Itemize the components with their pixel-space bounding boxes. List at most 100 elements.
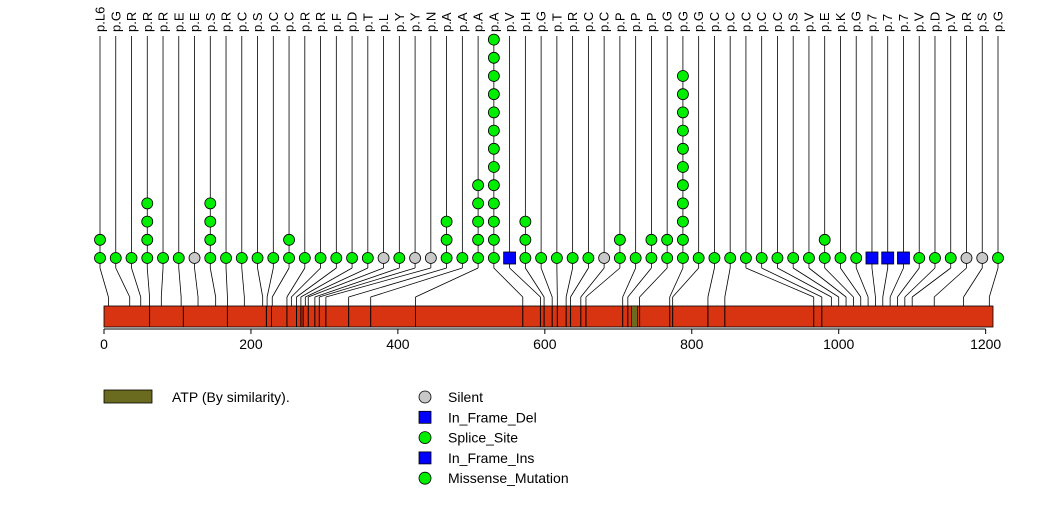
mutation-label: p.C [707, 12, 722, 32]
mutation-label: p.G [691, 11, 706, 32]
mutation-point-missense [298, 252, 311, 264]
mutation-label: p.T [360, 13, 375, 32]
mutation-point-missense [472, 197, 485, 210]
legend-domain-label: ATP (By similarity). [172, 389, 290, 405]
mutation-label: p.C [581, 12, 596, 32]
mutation-point-missense [94, 233, 106, 246]
mutation-connector [988, 267, 999, 298]
mutation-connector [622, 267, 637, 298]
mutation-point-missense [519, 215, 532, 228]
mutation-connector [291, 267, 321, 298]
mutation-connector [707, 267, 715, 298]
mutation-point-missense [519, 233, 532, 246]
mutation-label: p.R [140, 12, 155, 32]
mutation-label: p.P [612, 12, 627, 32]
mutation-point-missense [487, 197, 500, 210]
mutation-connector [639, 267, 668, 298]
mutation-point-missense [724, 252, 737, 264]
mutation-point-missense [740, 252, 752, 264]
mutation-connector [889, 267, 904, 298]
protein-track [103, 305, 994, 328]
mutation-point-missense [141, 233, 154, 246]
mutation-connector [792, 267, 839, 298]
mutation-point-missense [677, 124, 689, 137]
mutation-label: p.V [943, 12, 958, 32]
mutation-point-missense [314, 252, 327, 264]
mutation-point-silent [377, 252, 390, 264]
mutation-label: p.7 [896, 14, 911, 32]
x-tick-label: 200 [239, 336, 263, 352]
mutation-point-missense [141, 197, 154, 210]
mutation-connector [824, 267, 854, 298]
mutation-point-missense [440, 252, 453, 264]
mutation-point-missense [487, 252, 500, 264]
mutation-label: p.V [912, 12, 927, 32]
mutation-point-missense [204, 215, 217, 228]
mutation-point-missense [708, 252, 721, 264]
mutation-connector [348, 267, 447, 298]
mutation-point-missense [456, 252, 469, 264]
mutation-point-silent [409, 252, 421, 264]
mutation-point-missense [550, 252, 563, 264]
mutation-point-missense [677, 106, 689, 119]
mutation-point-missense [472, 233, 485, 246]
mutation-connector [493, 267, 524, 298]
mutation-connector [194, 267, 199, 298]
mutation-labels: p.L6 p.G p.R p.R p.R p.E p.E p.S p.R p.C p.S p.C p.C… [93, 7, 1006, 32]
mutation-connector [286, 267, 306, 298]
mutation-connector [370, 267, 463, 298]
legend-swatch-missense-mutation [418, 471, 432, 485]
mutation-connector [672, 267, 699, 298]
mutation-connector [724, 267, 731, 298]
mutation-connector [319, 267, 416, 298]
mutation-connector [271, 267, 290, 298]
mutation-label: p.C [266, 12, 281, 32]
mutation-connector [585, 267, 621, 298]
mutation-label: p.H [518, 12, 533, 32]
x-tick-label: 0 [100, 336, 108, 352]
mutation-connector [963, 267, 983, 298]
mutation-point-missense [677, 161, 689, 173]
mutation-connector [325, 267, 431, 298]
mutation-point-missense [283, 233, 295, 246]
legend-swatch-silent [418, 390, 432, 404]
mutation-point-missense [487, 161, 500, 173]
legend-label-missense-mutation: Missense_Mutation [448, 470, 569, 486]
mutation-point-missense [755, 252, 768, 264]
mutation-point-missense [346, 252, 358, 264]
mutation-point-missense [818, 252, 831, 264]
mutation-point-missense [109, 252, 122, 264]
mutation-label: p.C [234, 12, 249, 32]
mutation-connector [933, 267, 967, 298]
mutation-point-missense [692, 252, 705, 264]
mutation-label: p.7 [880, 14, 895, 32]
x-tick-label: 600 [533, 336, 557, 352]
mutation-point-missense [487, 215, 500, 228]
mutation-point-missense [677, 179, 689, 192]
mutation-connector [146, 267, 150, 298]
mutation-point-missense [487, 233, 500, 246]
mutation-point-missense [834, 252, 847, 264]
mutation-connector [225, 267, 228, 298]
mutation-label: p.E [817, 12, 832, 32]
mutation-point-missense [677, 70, 689, 82]
mutation-point-missense [235, 252, 248, 264]
mutation-label: p.R [156, 12, 171, 32]
legend: ATP (By similarity). Silent In_Frame_Del Sp… [103, 389, 569, 486]
mutation-point-missense [157, 252, 169, 264]
legend-domain-swatch [103, 389, 153, 404]
legend-label-in-frame-ins: In_Frame_Ins [448, 450, 534, 466]
mutation-label: p.G [534, 11, 549, 32]
mutation-point-missense [472, 252, 485, 264]
domain-atp [631, 305, 638, 328]
mutation-points [94, 33, 1004, 265]
mutation-point-inframe-ins [881, 251, 895, 265]
mutation-connector [314, 267, 400, 298]
mutation-connector [308, 267, 384, 298]
mutation-point-missense [487, 33, 500, 46]
mutation-connector [509, 267, 541, 298]
mutation-point-missense [487, 142, 500, 155]
mutation-point-silent [976, 252, 989, 264]
mutation-label: p.G [991, 11, 1006, 32]
mutation-label: p.R [565, 12, 580, 32]
